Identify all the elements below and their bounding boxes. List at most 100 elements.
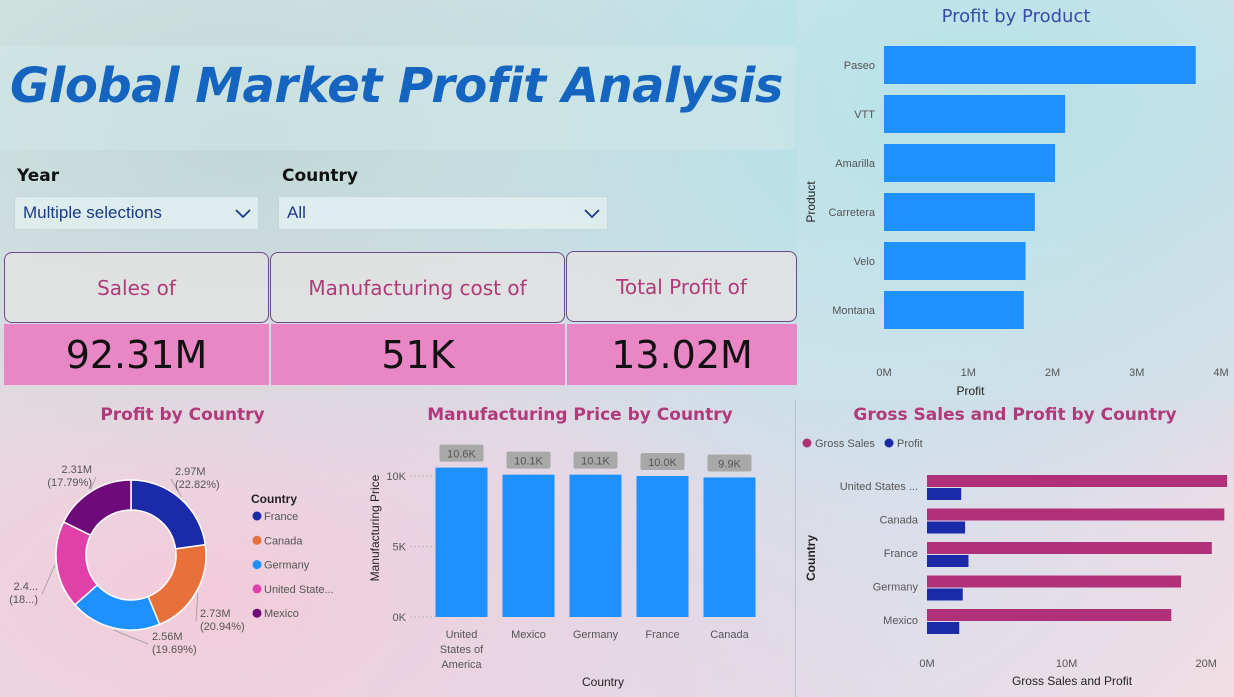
mfg-bar-1 [502, 474, 555, 617]
mfg-category-label: France [645, 629, 679, 641]
mfg-data-label: 10.0K [648, 457, 677, 469]
mfg-x-axis-title: Country [582, 675, 624, 689]
gross-legend-marker [884, 438, 894, 448]
profit-axis-tick: 3M [1129, 367, 1144, 379]
mfg-data-label: 10.1K [581, 456, 610, 468]
gross-category-label: France [884, 548, 918, 560]
page-title: Global Market Profit Analysis [10, 58, 783, 114]
mfg-axis-tick: 0K [393, 612, 407, 624]
gross-sales-profit-title: Gross Sales and Profit by Country [853, 405, 1177, 425]
product-bar-vtt [884, 95, 1066, 133]
mfg-bar-0 [435, 467, 488, 617]
mfg-bar-3 [636, 476, 689, 617]
chevron-down-icon [584, 209, 600, 219]
donut-legend-label: Canada [264, 535, 303, 547]
country-slicer-value: All [287, 203, 306, 222]
mfg-category-label: States of [440, 644, 484, 656]
mfg-data-label: 10.6K [447, 449, 476, 461]
product-tick-label: Montana [832, 305, 876, 317]
donut-value-label: 2.4... [14, 581, 38, 593]
gross-bar-gross-sales [927, 609, 1172, 621]
manufacturing-cost-card-value: 51K [271, 324, 565, 385]
mfg-data-label-bg [640, 453, 685, 471]
sales-card-label: Sales of [4, 252, 269, 323]
gross-category-label: Mexico [883, 615, 918, 627]
total-profit-card-value: 13.02M [567, 324, 797, 385]
donut-percent-label: (20.94%) [200, 621, 245, 633]
donut-legend-label: Germany [264, 560, 310, 572]
profit-by-country-title: Profit by Country [100, 405, 265, 425]
product-tick-label: Carretera [829, 207, 876, 219]
manufacturing-cost-card-label: Manufacturing cost of [270, 252, 565, 323]
donut-percent-label: (19.69%) [152, 644, 197, 656]
panel-divider [795, 400, 796, 697]
country-slicer-label: Country [282, 166, 358, 186]
gross-bar-profit [927, 521, 966, 534]
manufacturing-price-chart: 0K 5K 10K 10.6K United States of America 10.1K M… [368, 444, 756, 689]
donut-value-label: 2.31M [61, 464, 92, 476]
gross-axis-tick: 10M [1056, 658, 1077, 670]
donut-legend-marker [252, 584, 262, 594]
profit-axis-tick: 1M [961, 367, 976, 379]
product-bar-amarilla [884, 144, 1056, 182]
gross-legend-label: Profit [897, 438, 923, 450]
donut-value-label: 2.73M [200, 608, 231, 620]
donut-leader-line [170, 478, 182, 498]
product-bar-montana [884, 291, 1024, 329]
mfg-axis-tick: 5K [393, 542, 407, 554]
profit-axis-tick: 0M [876, 367, 891, 379]
product-bar-paseo [884, 46, 1196, 84]
mfg-category-label: Canada [710, 629, 749, 641]
product-tick-label: VTT [854, 109, 875, 121]
year-slicer-label: Year [17, 166, 60, 186]
year-slicer-value: Multiple selections [23, 203, 162, 222]
product-bar-velo [884, 242, 1026, 280]
gross-bar-profit [927, 622, 960, 634]
gross-bar-gross-sales [927, 575, 1182, 588]
donut-leader-line [113, 629, 149, 645]
profit-by-country-chart: 2.97M(22.82%) 2.73M(20.94%) 2.56M(19.69%) 2… [9, 464, 334, 656]
mfg-y-axis-title: Manufacturing Price [368, 474, 382, 581]
donut-legend-marker [252, 535, 262, 545]
profit-axis-tick: 2M [1045, 367, 1060, 379]
donut-percent-label: (22.82%) [175, 479, 220, 491]
country-slicer-dropdown[interactable]: All [278, 196, 608, 230]
gross-category-label: Canada [879, 515, 918, 527]
donut-slice-mexico [62, 479, 132, 537]
gross-bar-profit [927, 555, 969, 567]
chevron-down-icon [235, 209, 251, 219]
donut-value-label: 2.97M [175, 466, 206, 478]
mfg-data-label-bg [573, 451, 618, 469]
mfg-category-label: America [441, 659, 482, 671]
donut-leader-line [89, 476, 97, 490]
mfg-category-label: Mexico [511, 629, 546, 641]
gross-category-label: United States ... [840, 481, 918, 493]
sales-card-value: 92.31M [4, 324, 269, 385]
donut-legend-label: France [264, 511, 298, 523]
mfg-category-label: Germany [573, 629, 619, 641]
gross-axis-tick: 20M [1195, 658, 1216, 670]
donut-percent-label: (17.79%) [47, 477, 92, 489]
product-tick-label: Paseo [844, 60, 875, 72]
total-profit-card-label: Total Profit of [566, 251, 797, 322]
donut-percent-label: (18...) [9, 594, 38, 606]
gross-bar-profit [927, 488, 962, 500]
donut-legend-marker [252, 608, 262, 618]
gross-bar-gross-sales [927, 542, 1212, 554]
mfg-data-label: 9.9K [718, 458, 741, 470]
donut-legend-label: United State... [264, 584, 334, 596]
profit-by-product-chart: Paseo VTT Amarilla Carretera Velo Montana 0M 1M… [804, 46, 1229, 398]
profit-axis-title: Profit [956, 384, 985, 398]
gross-y-axis-title: Country [804, 535, 818, 581]
donut-leader-line [41, 565, 56, 595]
mfg-bar-4 [703, 477, 756, 617]
gross-category-label: Germany [873, 582, 919, 594]
year-slicer-dropdown[interactable]: Multiple selections [14, 196, 259, 230]
donut-value-label: 2.56M [152, 631, 183, 643]
gross-sales-profit-chart: Gross Sales Profit United States ... Canada… [802, 438, 1228, 688]
mfg-bar-2 [569, 474, 622, 617]
gross-bar-gross-sales [927, 475, 1228, 487]
manufacturing-price-title: Manufacturing Price by Country [427, 405, 733, 425]
title-band [0, 46, 796, 150]
donut-legend-marker [252, 560, 262, 570]
